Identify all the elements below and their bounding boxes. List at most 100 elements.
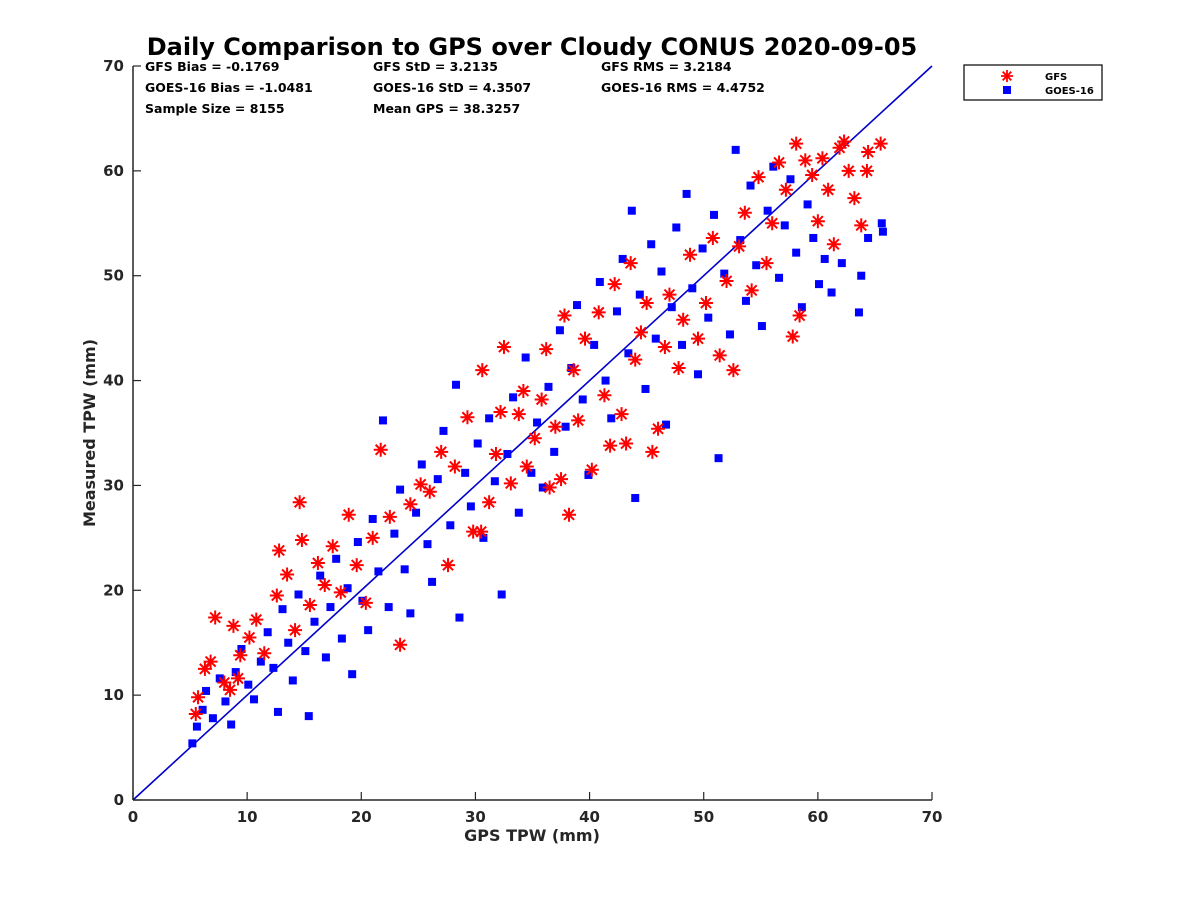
goes-16-point	[741, 296, 750, 305]
gfs-point	[645, 444, 660, 459]
gfs-point	[310, 556, 325, 571]
legend-gfs-label: GFS	[1045, 72, 1067, 83]
goes-16-point	[384, 603, 393, 612]
gfs-point	[859, 163, 874, 178]
x-ticks: 0 10 20 30 40 50 60 70	[128, 792, 942, 826]
goes-16-point	[618, 254, 627, 263]
goes-16-point	[423, 540, 432, 549]
stats-block: GFS Bias = -0.1769 GOES-16 Bias = -1.048…	[145, 59, 765, 116]
y-tick-label: 30	[103, 476, 124, 494]
gfs-point	[358, 595, 373, 610]
goes-16-point	[509, 393, 518, 402]
gfs-point	[676, 312, 691, 327]
gfs-point	[292, 495, 307, 510]
goes-16-point	[731, 145, 740, 154]
gfs-point	[847, 191, 862, 206]
gfs-point	[712, 348, 727, 363]
goes-16-point	[490, 477, 499, 486]
goes-16-point	[256, 657, 265, 666]
gfs-point	[488, 446, 503, 461]
goes-16-point	[479, 533, 488, 542]
gfs-point	[519, 459, 534, 474]
goes-16-point	[198, 705, 207, 714]
gfs-point	[527, 431, 542, 446]
goes-16-point	[792, 248, 801, 257]
goes-16-point	[353, 538, 362, 547]
goes-16-point	[657, 267, 666, 276]
gfs-point	[805, 168, 820, 183]
goes-16-point	[714, 454, 723, 463]
gfs-point	[534, 392, 549, 407]
gfs-point	[841, 163, 856, 178]
goes-16-point	[412, 508, 421, 517]
goes-16-point	[857, 271, 866, 280]
gfs-point	[651, 421, 666, 436]
goes-16-point	[786, 175, 795, 184]
goes-16-point	[237, 645, 246, 654]
goes-16-point	[672, 223, 681, 232]
gfs-point	[662, 287, 677, 302]
goes-16-point	[720, 269, 729, 278]
goes-16-point	[595, 278, 604, 287]
gfs-point	[466, 524, 481, 539]
goes-16-point	[694, 370, 703, 379]
goes-16-point	[809, 233, 818, 242]
goes-16-point	[607, 414, 616, 423]
goes-16-point	[321, 653, 330, 662]
gfs-point	[772, 155, 787, 170]
goes-16-point	[466, 502, 475, 511]
gfs-point	[732, 239, 747, 254]
gfs-point	[422, 484, 437, 499]
gfs-point	[691, 331, 706, 346]
goes-16-point	[288, 676, 297, 685]
goes-16-point	[688, 284, 697, 293]
goes-16-point	[864, 233, 873, 242]
y-axis-label: Measured TPW (mm)	[80, 339, 99, 527]
gfs-point	[591, 305, 606, 320]
stat-gfs-bias: GFS Bias = -0.1769	[145, 59, 279, 74]
stat-gfs-rms: GFS RMS = 3.2184	[601, 59, 732, 74]
goes-16-point	[780, 221, 789, 230]
plot-area	[132, 65, 933, 801]
gfs-point	[798, 153, 813, 168]
x-tick-label: 10	[237, 808, 258, 826]
gfs-point	[242, 630, 257, 645]
gfs-point	[554, 472, 569, 487]
x-tick-label: 0	[128, 808, 138, 826]
goes-16-point	[578, 395, 587, 404]
legend-goes-16-label: GOES-16	[1045, 86, 1094, 97]
gfs-point	[441, 558, 456, 573]
gfs-point	[269, 588, 284, 603]
y-tick-label: 40	[103, 372, 124, 390]
gfs-point	[434, 444, 449, 459]
goes-16-point	[332, 554, 341, 563]
gfs-point	[272, 543, 287, 558]
gfs-point	[257, 646, 272, 661]
goes-16-point	[746, 181, 755, 190]
goes-16-point	[433, 475, 442, 484]
goes-16-point	[294, 590, 303, 599]
x-tick-label: 60	[807, 808, 828, 826]
legend-gfs-asterisk	[1001, 70, 1013, 82]
gfs-point	[208, 610, 223, 625]
gfs-point	[619, 436, 634, 451]
gfs-point	[413, 477, 428, 492]
goes-16-point	[627, 206, 636, 215]
gfs-point	[810, 214, 825, 229]
goes-16-point	[527, 468, 536, 477]
gfs-point	[511, 407, 526, 422]
gfs-point	[837, 134, 852, 149]
goes-16-point	[631, 494, 640, 503]
goes-16-point	[573, 301, 582, 310]
goes-16-point	[561, 422, 570, 431]
gfs-point	[562, 507, 577, 522]
goes-16-point	[326, 603, 335, 612]
goes-16-point	[192, 722, 201, 731]
gfs-point	[657, 340, 672, 355]
goes-16-point	[752, 261, 761, 270]
goes-16-point	[343, 584, 352, 593]
goes-16-point	[188, 739, 197, 748]
stat-goes-rms: GOES-16 RMS = 4.4752	[601, 80, 765, 95]
goes-16-point	[337, 634, 346, 643]
goes-16-point	[544, 382, 553, 391]
